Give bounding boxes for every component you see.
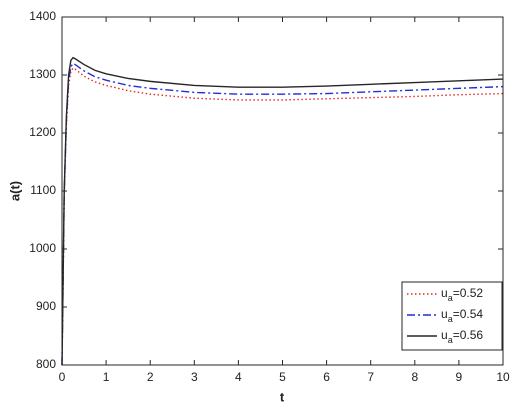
y-tick-label: 1400 (29, 9, 56, 23)
x-tick-label: 7 (367, 370, 374, 384)
line-series (61, 62, 504, 366)
x-tick-label: 1 (103, 370, 110, 384)
y-tick-label: 1200 (29, 125, 56, 139)
x-tick-label: 4 (235, 370, 242, 384)
y-axis-label: a(t) (7, 181, 22, 201)
legend-label: ua=0.52 (441, 286, 483, 303)
x-tick-label: 9 (456, 370, 463, 384)
x-tick-label: 3 (191, 370, 198, 384)
y-tick-label: 1300 (29, 67, 56, 81)
x-tick-label: 5 (279, 370, 286, 384)
x-tick-label: 2 (147, 370, 154, 384)
x-axis-label: t (280, 389, 285, 404)
x-tick-label: 10 (496, 370, 510, 384)
y-tick-label: 800 (36, 357, 56, 371)
y-tick-label: 1100 (30, 183, 56, 197)
y-tick-label: 900 (36, 299, 56, 313)
legend-box (401, 281, 503, 351)
legend-label: ua=0.54 (441, 307, 483, 324)
x-tick-label: 0 (59, 370, 66, 384)
legend-label: ua=0.56 (441, 328, 483, 345)
x-tick-label: 8 (411, 370, 418, 384)
y-tick-label: 1000 (29, 241, 56, 255)
x-tick-label: 6 (323, 370, 330, 384)
plot-frame (61, 16, 504, 366)
line-series (61, 56, 504, 366)
